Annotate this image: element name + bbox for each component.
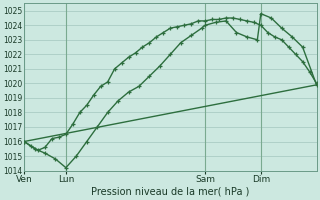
X-axis label: Pression niveau de la mer( hPa ): Pression niveau de la mer( hPa ) [91,187,250,197]
